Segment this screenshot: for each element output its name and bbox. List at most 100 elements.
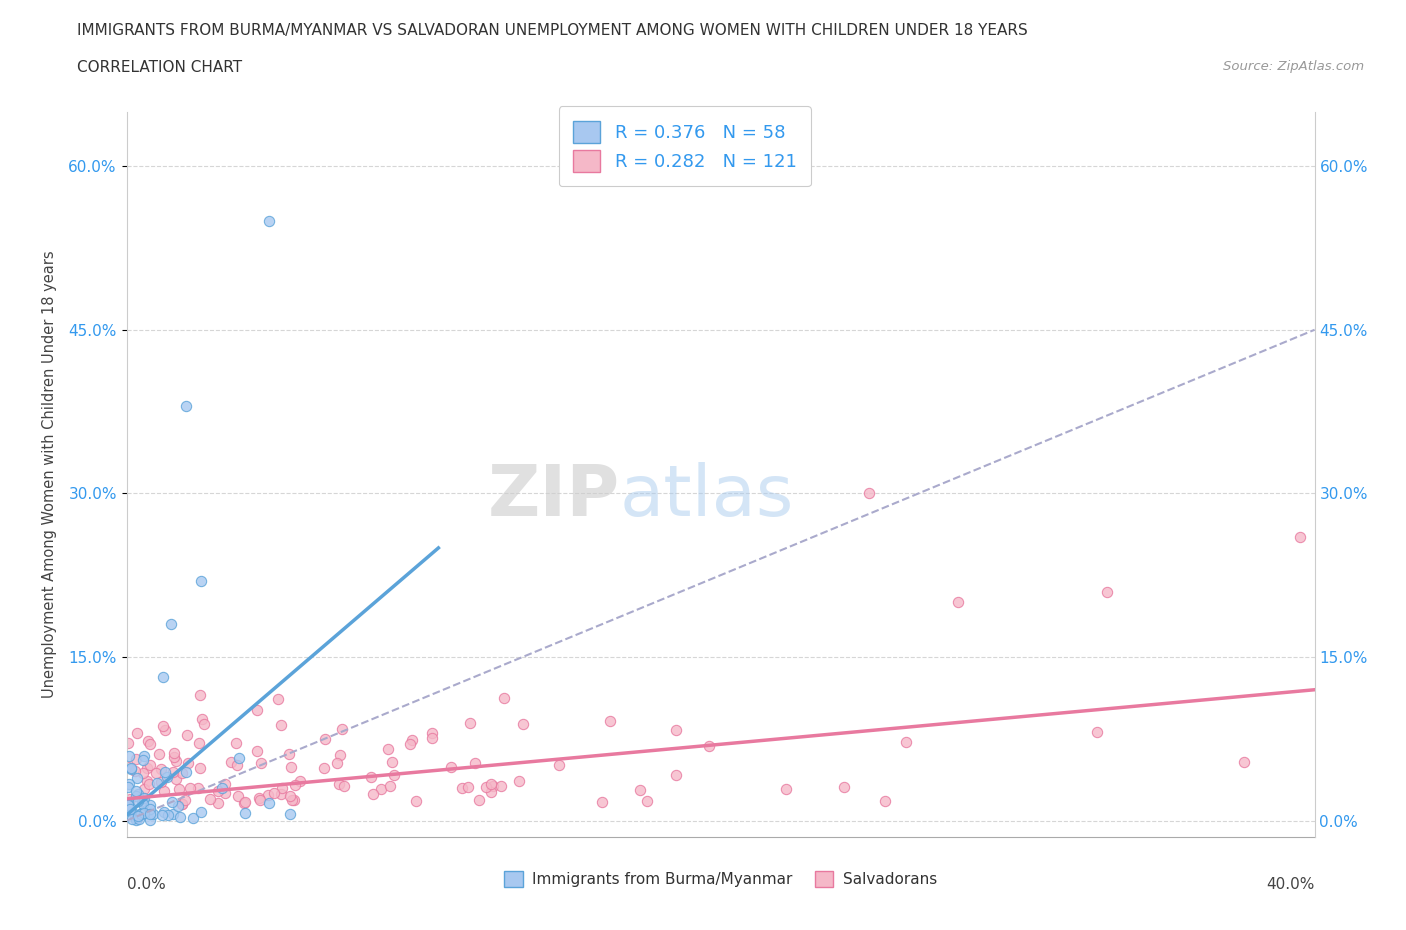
Point	[132, 749, 155, 764]
Point	[165, 753, 187, 768]
Point	[405, 794, 427, 809]
Point	[592, 795, 614, 810]
Point	[139, 737, 162, 751]
Point	[134, 791, 156, 806]
Point	[138, 776, 160, 790]
Point	[225, 735, 247, 750]
Point	[172, 796, 194, 811]
Point	[132, 765, 155, 780]
Point	[599, 713, 621, 728]
Point	[326, 756, 349, 771]
Point	[247, 790, 270, 805]
Point	[125, 788, 148, 803]
Point	[167, 781, 190, 796]
Text: IMMIGRANTS FROM BURMA/MYANMAR VS SALVADORAN UNEMPLOYMENT AMONG WOMEN WITH CHILDR: IMMIGRANTS FROM BURMA/MYANMAR VS SALVADO…	[77, 23, 1028, 38]
Point	[380, 754, 402, 769]
Point	[233, 805, 257, 820]
Point	[136, 774, 159, 789]
Point	[873, 793, 896, 808]
Point	[155, 764, 177, 779]
Point	[332, 778, 354, 793]
Point	[211, 781, 233, 796]
Point	[127, 793, 149, 808]
Point	[187, 735, 209, 750]
Point	[121, 812, 143, 827]
Point	[125, 813, 148, 828]
Point	[132, 790, 155, 805]
Point	[228, 751, 250, 765]
Point	[165, 772, 187, 787]
Point	[160, 617, 183, 631]
Point	[281, 793, 304, 808]
Text: Source: ZipAtlas.com: Source: ZipAtlas.com	[1223, 60, 1364, 73]
Point	[207, 784, 229, 799]
Point	[382, 768, 405, 783]
Point	[278, 789, 301, 804]
Point	[160, 794, 183, 809]
Point	[479, 777, 502, 791]
Point	[219, 754, 242, 769]
Point	[775, 781, 797, 796]
Point	[139, 806, 162, 821]
Point	[125, 752, 148, 767]
Point	[176, 727, 198, 742]
Point	[117, 779, 139, 794]
Point	[150, 808, 173, 823]
Point	[131, 794, 153, 809]
Y-axis label: Unemployment Among Women with Children Under 18 years: Unemployment Among Women with Children U…	[42, 250, 58, 698]
Point	[118, 749, 141, 764]
Point	[169, 810, 191, 825]
Point	[479, 785, 502, 800]
Legend: Immigrants from Burma/Myanmar, Salvadorans: Immigrants from Burma/Myanmar, Salvadora…	[496, 863, 945, 895]
Point	[450, 780, 472, 795]
Point	[191, 711, 214, 726]
Point	[117, 736, 139, 751]
Point	[162, 807, 184, 822]
Point	[156, 769, 179, 784]
Text: CORRELATION CHART: CORRELATION CHART	[77, 60, 242, 75]
Point	[858, 486, 880, 501]
Point	[183, 811, 205, 826]
Point	[361, 787, 384, 802]
Point	[464, 755, 486, 770]
Point	[193, 716, 215, 731]
Point	[420, 726, 443, 741]
Point	[152, 670, 174, 684]
Point	[170, 765, 193, 780]
Point	[117, 760, 139, 775]
Point	[120, 762, 142, 777]
Point	[120, 761, 142, 776]
Point	[257, 788, 280, 803]
Point	[153, 723, 176, 737]
Point	[257, 213, 280, 228]
Point	[283, 793, 305, 808]
Point	[125, 771, 148, 786]
Point	[179, 780, 201, 795]
Point	[127, 786, 149, 801]
Point	[124, 783, 146, 798]
Point	[1233, 754, 1256, 769]
Point	[1095, 584, 1118, 599]
Point	[377, 742, 399, 757]
Point	[399, 737, 422, 752]
Point	[1087, 725, 1109, 740]
Point	[246, 703, 269, 718]
Point	[948, 595, 970, 610]
Point	[148, 747, 170, 762]
Point	[832, 780, 855, 795]
Point	[314, 731, 336, 746]
Point	[370, 781, 392, 796]
Point	[508, 774, 530, 789]
Point	[270, 717, 292, 732]
Point	[142, 806, 165, 821]
Point	[467, 792, 489, 807]
Point	[249, 792, 271, 807]
Point	[401, 732, 423, 747]
Point	[132, 804, 155, 819]
Point	[440, 760, 463, 775]
Point	[226, 789, 249, 804]
Point	[494, 690, 516, 705]
Point	[420, 731, 443, 746]
Point	[124, 810, 146, 825]
Point	[173, 792, 195, 807]
